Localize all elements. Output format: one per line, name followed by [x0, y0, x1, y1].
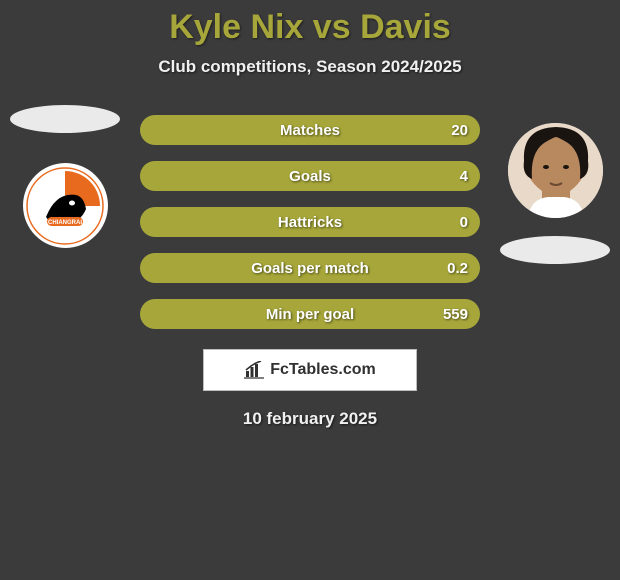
page-title: Kyle Nix vs Davis	[0, 0, 620, 47]
left-club-logo: CHIANGRAI	[23, 163, 108, 248]
stat-label: Matches	[280, 122, 340, 139]
left-player-name-ellipse	[10, 105, 120, 133]
stat-label: Goals per match	[251, 260, 369, 277]
comparison-layout: CHIANGRAI Matches 20 Goals 4	[0, 105, 620, 329]
right-player-column	[495, 105, 615, 264]
left-player-column: CHIANGRAI	[5, 105, 125, 248]
date-text: 10 february 2025	[0, 409, 620, 429]
stat-label: Goals	[289, 168, 331, 185]
stat-label: Min per goal	[266, 306, 354, 323]
stat-label: Hattricks	[278, 214, 342, 231]
attribution-box: FcTables.com	[203, 349, 417, 391]
attribution-text: FcTables.com	[270, 361, 376, 379]
stat-bars: Matches 20 Goals 4 Hattricks 0 Goals per…	[140, 105, 480, 329]
stat-bar-hattricks: Hattricks 0	[140, 207, 480, 237]
svg-text:CHIANGRAI: CHIANGRAI	[48, 220, 82, 226]
right-player-avatar	[508, 123, 603, 218]
club-logo-icon: CHIANGRAI	[26, 167, 104, 245]
subtitle: Club competitions, Season 2024/2025	[0, 57, 620, 77]
right-player-name-ellipse	[500, 236, 610, 264]
avatar-icon	[508, 123, 603, 218]
stat-right-value: 0.2	[447, 260, 468, 277]
stat-right-value: 559	[443, 306, 468, 323]
stat-bar-min-per-goal: Min per goal 559	[140, 299, 480, 329]
stat-right-value: 20	[451, 122, 468, 139]
stat-bar-matches: Matches 20	[140, 115, 480, 145]
stat-bar-goals: Goals 4	[140, 161, 480, 191]
stat-right-value: 0	[460, 214, 468, 231]
chart-icon	[244, 361, 264, 379]
stat-bar-goals-per-match: Goals per match 0.2	[140, 253, 480, 283]
stat-right-value: 4	[460, 168, 468, 185]
